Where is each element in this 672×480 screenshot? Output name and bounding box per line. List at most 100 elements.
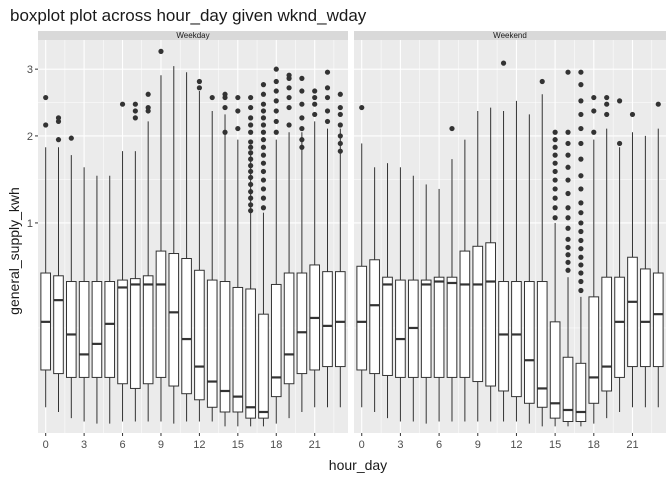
box-iqr — [459, 250, 471, 378]
x-tick-label: 6 — [119, 439, 125, 451]
box-hour-0 — [356, 104, 368, 408]
outlier-point — [337, 148, 343, 154]
box-hour-8 — [142, 91, 154, 422]
panel-background — [38, 40, 348, 433]
outlier-point — [235, 125, 241, 132]
box-iqr — [270, 283, 282, 398]
facet-strip — [354, 31, 666, 40]
outlier-point — [578, 186, 584, 192]
outlier-point — [273, 129, 279, 135]
outlier-point — [273, 66, 279, 72]
outlier-point — [222, 104, 228, 111]
outlier-point — [604, 111, 610, 118]
box-hour-6 — [117, 101, 128, 422]
outlier-point — [359, 104, 365, 111]
outlier-point — [578, 156, 584, 162]
box-hour-13 — [206, 94, 218, 422]
outlier-point — [578, 246, 584, 252]
outlier-point — [578, 287, 584, 294]
outlier-point — [552, 195, 558, 201]
box-iqr — [498, 281, 509, 392]
box-iqr — [575, 362, 587, 422]
outlier-point — [552, 129, 558, 135]
outlier-point — [260, 152, 267, 158]
outlier-point — [312, 101, 318, 107]
outlier-point — [578, 210, 584, 216]
outlier-point — [286, 104, 292, 111]
box-iqr — [652, 272, 664, 368]
box-hour-2 — [382, 163, 393, 419]
x-tick-label: 18 — [270, 439, 282, 451]
outlier-point — [43, 94, 49, 101]
outlier-point — [248, 181, 254, 188]
outlier-point — [248, 144, 254, 150]
outlier-point — [324, 69, 331, 75]
box-iqr — [640, 268, 651, 368]
outlier-point — [565, 205, 571, 211]
x-tick-label: 21 — [626, 439, 638, 451]
box-iqr — [78, 281, 90, 378]
box-hour-1 — [369, 167, 380, 412]
box-iqr — [549, 321, 561, 419]
outlier-point — [286, 94, 292, 101]
box-hour-4 — [407, 175, 419, 422]
outlier-point — [324, 108, 331, 114]
box-hour-16 — [562, 69, 574, 427]
outlier-point — [337, 111, 343, 118]
y-axis: 1 2 3 — [27, 64, 38, 230]
box-hour-23 — [335, 91, 346, 408]
box-iqr — [283, 272, 295, 385]
outlier-point — [248, 163, 254, 169]
x-tick-label: 3 — [81, 439, 87, 451]
box-iqr — [130, 278, 141, 389]
x-tick-label: 18 — [588, 439, 600, 451]
outlier-point — [132, 101, 138, 107]
facet-strip-label: Weekend — [493, 31, 527, 40]
outlier-point — [273, 98, 279, 104]
box-iqr — [536, 281, 548, 408]
box-hour-12 — [194, 78, 205, 422]
box-hour-1 — [53, 115, 64, 412]
outlier-point — [260, 160, 267, 166]
outlier-point — [260, 144, 267, 150]
y-tick-label: 2 — [27, 131, 33, 143]
outlier-point — [616, 98, 623, 104]
outlier-point — [539, 78, 545, 85]
outlier-point — [196, 78, 203, 85]
outlier-point — [299, 125, 305, 132]
outlier-point — [312, 88, 318, 94]
outlier-point — [616, 140, 623, 147]
outlier-point — [260, 82, 267, 88]
box-iqr — [614, 276, 625, 378]
outlier-point — [565, 244, 571, 251]
outlier-point — [578, 220, 584, 226]
panel-background — [354, 40, 666, 433]
outlier-point — [552, 144, 558, 150]
outlier-point — [337, 122, 343, 128]
box-hour-9 — [472, 110, 484, 422]
x-tick-label: 12 — [510, 439, 522, 451]
outlier-point — [337, 133, 343, 139]
box-iqr — [258, 313, 269, 419]
outlier-point — [552, 160, 558, 166]
box-hour-12 — [511, 100, 522, 422]
box-hour-14 — [536, 78, 548, 427]
outlier-point — [145, 91, 151, 97]
outlier-point — [552, 215, 558, 221]
outlier-point — [248, 202, 254, 208]
outlier-point — [260, 101, 267, 107]
outlier-point — [260, 129, 267, 135]
outlier-point — [565, 177, 571, 183]
outlier-point — [248, 189, 254, 195]
outlier-point — [248, 115, 254, 121]
box-hour-23 — [652, 101, 664, 408]
outlier-point — [591, 108, 597, 114]
box-hour-8 — [459, 139, 471, 422]
outlier-point — [565, 215, 571, 221]
outlier-point — [145, 104, 151, 111]
box-iqr — [382, 276, 393, 376]
box-hour-5 — [420, 184, 432, 424]
outlier-point — [248, 208, 254, 214]
outlier-point — [565, 225, 571, 231]
y-tick-label: 3 — [27, 64, 33, 76]
